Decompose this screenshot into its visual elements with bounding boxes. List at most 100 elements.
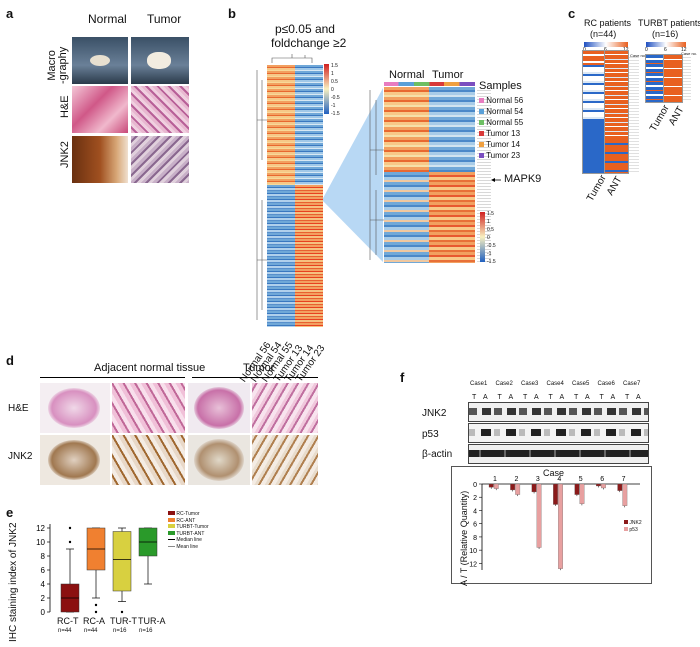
panel-c-right-caseno: Case no. — [681, 51, 698, 56]
samples-legend-title: Samples — [479, 80, 522, 92]
bar-p53 — [579, 483, 585, 504]
bar-p53 — [600, 483, 606, 489]
panel-c-left-title1: RC patients — [584, 18, 632, 28]
panel-f-legend: JNK2 p53 — [624, 520, 642, 534]
gene-marker-label: MAPK9 — [504, 173, 542, 185]
panel-d-row-he: H&E — [8, 403, 29, 414]
scale-tick: 0 — [487, 235, 490, 241]
zoom-dendro-lines — [369, 90, 384, 260]
bar-category-label: 3 — [536, 476, 540, 483]
zoom-triangle — [322, 88, 383, 262]
case-label: Case5 — [572, 381, 590, 387]
legend-swatch — [168, 545, 175, 547]
lane-label: T — [599, 394, 604, 401]
d-he-normal-low-tissue — [48, 388, 100, 428]
legend-swatch — [479, 109, 484, 114]
blot-actin-bands — [469, 450, 648, 457]
blot-label-jnk2: JNK2 — [422, 408, 447, 419]
panel-label-a: a — [6, 6, 14, 21]
bar-y-tick-label: 8 — [473, 535, 477, 542]
panel-label-d: d — [6, 353, 14, 368]
lane-label: T — [574, 394, 579, 401]
blot-actin — [468, 444, 649, 464]
heatmap-zoom-q4 — [429, 172, 475, 263]
box-outlier — [68, 526, 72, 530]
panel-c-right-title1: TURBT patients — [638, 18, 700, 28]
legend-label: TURBT-ANT — [176, 530, 205, 537]
box-y-tick-label: 10 — [36, 538, 45, 547]
zoom-sample-bar — [384, 82, 475, 86]
bar-y-tick-label: 10 — [469, 548, 477, 555]
heatmap-zoom-scale — [480, 212, 485, 262]
bar-category-label: 2 — [514, 476, 518, 483]
bar-p53 — [493, 483, 499, 489]
scale-tick: 1.5 — [331, 63, 338, 69]
legend-item: Normal 56 — [479, 95, 523, 106]
panel-label-b: b — [228, 6, 236, 21]
box-y-tick-label: 8 — [41, 552, 46, 561]
lane-label: A — [636, 394, 641, 401]
lane-label: T — [497, 394, 502, 401]
panel-f-chart-title: Case — [543, 468, 565, 478]
box-xlabel: TUR-T — [110, 616, 137, 626]
scale-tick: 0 — [331, 87, 334, 93]
lane-label: A — [585, 394, 590, 401]
d-he-normal-high — [112, 383, 185, 433]
lane-label: A — [610, 394, 616, 401]
panel-label-c: c — [568, 6, 576, 21]
heatmap-large-q4 — [295, 185, 323, 327]
bar-jnk2 — [595, 483, 601, 487]
case-label: Case7 — [623, 381, 641, 387]
legend-item: Normal 54 — [479, 106, 523, 117]
legend-swatch — [168, 511, 175, 515]
case-label: Case2 — [495, 381, 513, 387]
box-outlier — [120, 610, 124, 614]
legend-label: Mean line — [176, 543, 199, 550]
box-outlier — [68, 540, 72, 544]
case-label: Case6 — [597, 381, 615, 387]
box-y-tick-label: 4 — [41, 580, 46, 589]
blot-jnk2-bands — [469, 408, 648, 415]
case-label: Case3 — [521, 381, 539, 387]
box-y-tick-label: 12 — [36, 524, 45, 533]
heatmap-large-q3 — [267, 185, 295, 327]
box-nlabel: n=44 — [58, 628, 72, 634]
d-he-tumor-low — [188, 383, 250, 433]
box-y-tick-label: 2 — [41, 594, 46, 603]
bar-y-tick-label: 4 — [473, 508, 477, 515]
d-jnk2-tumor-low-tissue — [194, 439, 244, 481]
legend-label: RC-ANT — [176, 517, 196, 524]
legend-swatch — [168, 517, 175, 522]
box-xlabel: TUR-A — [138, 616, 166, 626]
scale-tick: 1 — [331, 71, 334, 77]
legend-item: TURBT-ANT — [168, 530, 209, 538]
d-jnk2-normal-low — [40, 435, 110, 485]
blot-p53-bands — [469, 429, 648, 436]
legend-swatch — [168, 524, 175, 528]
jnk2-normal-image — [72, 136, 128, 183]
panel-a-col-tumor: Tumor — [147, 12, 182, 26]
bar-y-tick-label: 0 — [473, 482, 477, 489]
case-label: Case1 — [470, 381, 488, 387]
panel-d-group-right-line — [192, 377, 318, 378]
legend-swatch — [479, 153, 484, 158]
heatmap-zoom-q1 — [384, 87, 429, 172]
samples-legend: Normal 56 Normal 54 Normal 55 Tumor 13 T… — [479, 95, 523, 161]
panel-c-right-tumor-col — [645, 54, 665, 103]
box-body — [112, 531, 132, 592]
box-xlabel: RC-T — [57, 616, 79, 626]
scale-tick: -1.5 — [331, 111, 340, 117]
heatmap-large — [267, 65, 323, 327]
legend-item: Tumor 23 — [479, 150, 523, 161]
box-outlier — [94, 610, 98, 614]
heatmap-large-q2 — [295, 65, 323, 185]
heatmap-zoom-q3 — [384, 172, 429, 263]
bar-category-label: 7 — [622, 476, 626, 483]
panel-c-left-tumor-top — [583, 51, 605, 65]
scale-tick: -1 — [331, 103, 336, 109]
panel-label-f: f — [400, 370, 405, 385]
macro-normal-specimen — [90, 55, 110, 66]
d-he-normal-low — [40, 383, 110, 433]
